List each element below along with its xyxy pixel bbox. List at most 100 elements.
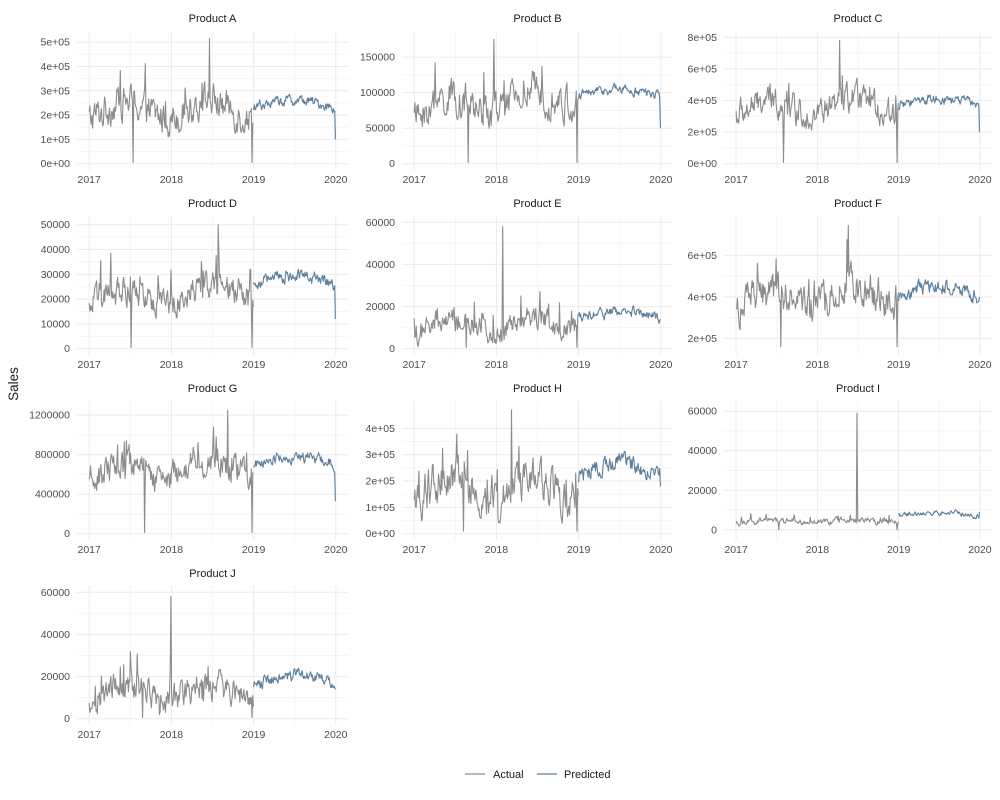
x-tick-label: 2018 xyxy=(160,544,184,556)
x-tick-label: 2018 xyxy=(806,359,830,371)
x-tick-label: 2020 xyxy=(649,174,673,186)
y-tick-label: 50000 xyxy=(366,123,395,135)
y-tick-label: 4e+05 xyxy=(366,423,396,435)
y-tick-label: 60000 xyxy=(688,406,717,418)
series-actual-product-h xyxy=(413,409,579,532)
x-tick-label: 2019 xyxy=(887,174,911,186)
y-tick-label: 40000 xyxy=(688,445,717,457)
series-actual-product-d xyxy=(88,224,254,349)
x-tick-label: 2018 xyxy=(806,174,830,186)
x-tick-label: 2020 xyxy=(968,544,992,556)
series-predicted-product-e xyxy=(578,305,661,324)
y-tick-label: 0 xyxy=(389,158,395,170)
y-tick-label: 3e+05 xyxy=(366,449,396,461)
series-predicted-product-h xyxy=(578,450,661,487)
x-tick-label: 2019 xyxy=(887,544,911,556)
facet-product-g: 2017 2018 2019 2020 0 400000 800000 1200000 Prod… xyxy=(29,383,348,556)
x-tick-label: 2018 xyxy=(806,544,830,556)
legend-label-actual: Actual xyxy=(493,769,524,781)
y-tick-label: 20000 xyxy=(366,301,395,313)
x-tick-label: 2017 xyxy=(724,544,748,556)
y-tick-label: 4e+05 xyxy=(688,95,718,107)
facet-title: Product C xyxy=(834,13,883,25)
x-tick-label: 2019 xyxy=(242,359,266,371)
y-tick-label: 2e+05 xyxy=(688,127,718,139)
series-actual-product-j xyxy=(88,595,254,719)
series-predicted-product-f xyxy=(898,278,981,304)
y-tick-label: 1200000 xyxy=(29,410,70,422)
series-actual-product-i xyxy=(735,412,899,531)
y-tick-label: 5e+05 xyxy=(41,37,71,49)
y-tick-label: 20000 xyxy=(41,671,70,683)
y-tick-label: 800000 xyxy=(35,449,70,461)
facet-title: Product J xyxy=(189,568,235,580)
x-tick-label: 2020 xyxy=(968,174,992,186)
x-tick-label: 2020 xyxy=(324,174,348,186)
y-tick-label: 400000 xyxy=(35,489,70,501)
y-tick-label: 0e+00 xyxy=(41,158,71,170)
legend: Actual Predicted xyxy=(465,769,610,781)
facet-title: Product B xyxy=(513,13,561,25)
y-tick-label: 0e+00 xyxy=(366,528,396,540)
facet-product-f: 2017 2018 2019 2020 2e+05 4e+05 6e+05 Product F xyxy=(688,198,992,371)
y-tick-label: 60000 xyxy=(366,217,395,229)
y-tick-label: 0 xyxy=(64,343,70,355)
y-tick-label: 0 xyxy=(389,343,395,355)
y-tick-label: 1e+05 xyxy=(41,134,71,146)
facet-product-j: 2017 2018 2019 2020 0 20000 40000 60000 Product … xyxy=(41,568,348,741)
y-tick-label: 40000 xyxy=(366,259,395,271)
facet-product-d: 2017 2018 2019 2020 0 10000 20000 30000 40000 500… xyxy=(41,198,348,371)
facet-product-e: 2017 2018 2019 2020 0 20000 40000 60000 Product … xyxy=(366,198,673,371)
series-predicted-product-a xyxy=(253,93,336,140)
x-tick-label: 2019 xyxy=(242,729,266,741)
x-tick-label: 2019 xyxy=(242,174,266,186)
x-tick-label: 2018 xyxy=(485,174,509,186)
x-tick-label: 2020 xyxy=(649,359,673,371)
series-actual-product-b xyxy=(413,38,579,164)
facet-title: Product F xyxy=(834,198,882,210)
legend-label-predicted: Predicted xyxy=(564,769,610,781)
facet-panels: 2017 2018 2019 2020 0e+00 1e+05 2e+05 3e+05 4e+0… xyxy=(29,13,992,741)
facet-title: Product I xyxy=(836,383,880,395)
y-tick-label: 0 xyxy=(711,524,717,536)
facet-title: Product G xyxy=(188,383,238,395)
y-tick-label: 2e+05 xyxy=(41,110,71,122)
x-tick-label: 2017 xyxy=(724,174,748,186)
series-actual-product-c xyxy=(735,39,899,164)
x-tick-label: 2018 xyxy=(160,729,184,741)
facet-title: Product E xyxy=(513,198,561,210)
x-tick-label: 2020 xyxy=(324,359,348,371)
y-tick-label: 3e+05 xyxy=(41,85,71,97)
y-axis-label: Sales xyxy=(6,367,21,401)
x-tick-label: 2017 xyxy=(78,729,102,741)
x-tick-label: 2018 xyxy=(160,174,184,186)
x-tick-label: 2018 xyxy=(160,359,184,371)
y-tick-label: 40000 xyxy=(41,244,70,256)
x-tick-label: 2017 xyxy=(78,544,102,556)
y-tick-label: 2e+05 xyxy=(366,476,396,488)
x-tick-label: 2017 xyxy=(403,174,427,186)
x-tick-label: 2020 xyxy=(324,544,348,556)
facet-product-h: 2017 2018 2019 2020 0e+00 1e+05 2e+05 3e+05 4e+0… xyxy=(366,383,673,556)
facet-title: Product D xyxy=(188,198,237,210)
series-predicted-product-b xyxy=(578,82,661,129)
x-tick-label: 2020 xyxy=(324,729,348,741)
series-actual-product-f xyxy=(735,224,899,348)
x-tick-label: 2017 xyxy=(78,359,102,371)
y-tick-label: 60000 xyxy=(41,587,70,599)
facet-product-c: 2017 2018 2019 2020 0e+00 2e+05 4e+05 6e+05 8e+0… xyxy=(688,13,992,186)
series-actual-product-g xyxy=(88,409,254,534)
y-tick-label: 0 xyxy=(64,528,70,540)
series-predicted-product-g xyxy=(253,451,336,502)
y-tick-label: 0 xyxy=(64,713,70,725)
facet-product-i: 2017 2018 2019 2020 0 20000 40000 60000 Product … xyxy=(688,383,992,556)
x-tick-label: 2020 xyxy=(968,359,992,371)
x-tick-label: 2017 xyxy=(724,359,748,371)
x-tick-label: 2020 xyxy=(649,544,673,556)
series-predicted-product-c xyxy=(898,94,981,133)
y-tick-label: 6e+05 xyxy=(688,250,718,262)
x-tick-label: 2019 xyxy=(242,544,266,556)
facet-product-a: 2017 2018 2019 2020 0e+00 1e+05 2e+05 3e+05 4e+0… xyxy=(41,13,348,186)
y-tick-label: 20000 xyxy=(688,485,717,497)
